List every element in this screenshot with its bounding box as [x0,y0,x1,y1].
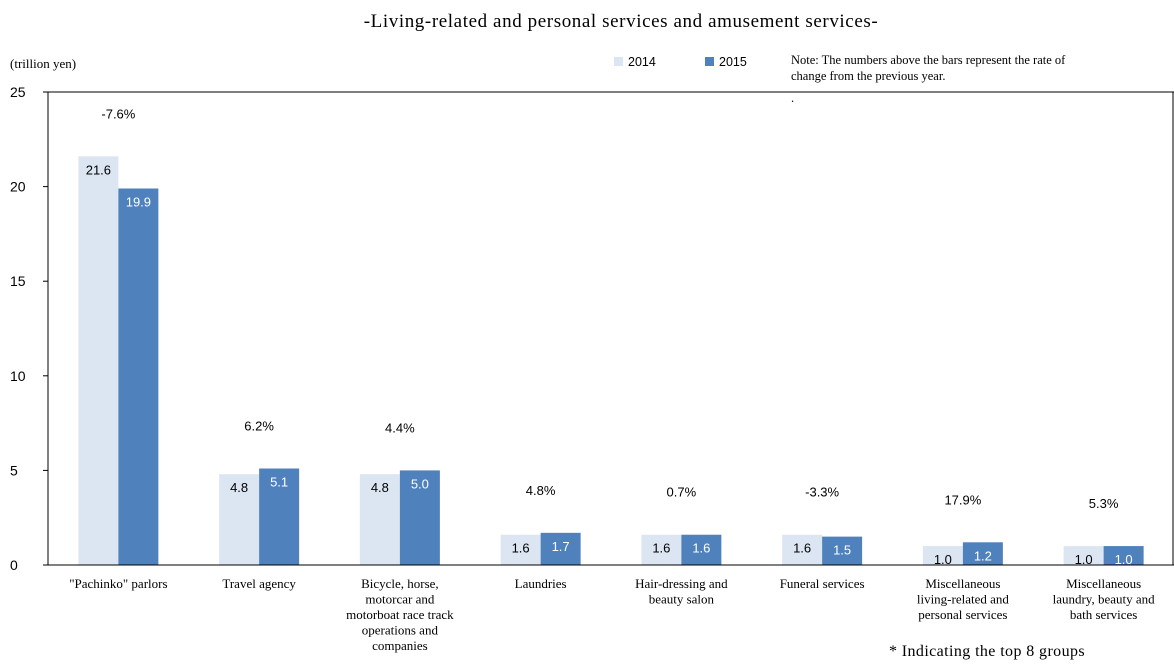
bar-2015 [681,534,722,565]
x-category-label: personal services [918,607,1007,622]
data-label-2015: 1.0 [1115,552,1133,567]
bar-2014 [641,534,682,565]
rate-of-change-label: 0.7% [667,485,697,500]
legend-swatch-2014 [614,57,623,66]
x-category-label: Bicycle, horse, [361,576,439,591]
x-category-label: living-related and [917,592,1010,607]
x-category-label: motorcar and [365,592,434,607]
rate-of-change-label: 6.2% [244,419,274,434]
x-category-label: operations and [362,623,439,638]
x-category-label: Miscellaneous [1066,576,1141,591]
data-label-2015: 1.7 [552,539,570,554]
data-label-2015: 1.2 [974,548,992,563]
data-label-2015: 1.6 [692,541,710,556]
bar-2015 [118,188,159,565]
x-category-label: Hair-dressing and [635,576,728,591]
y-tick-label: 5 [10,462,18,478]
data-label-2015: 1.5 [833,543,851,558]
data-label-2014: 1.6 [512,541,530,556]
rate-of-change-label: 17.9% [944,492,981,507]
y-tick-label: 20 [10,179,26,195]
chart-title: -Living-related and personal services an… [364,11,879,32]
data-label-2014: 4.8 [371,480,389,495]
data-label-2014: 1.0 [934,552,952,567]
y-tick-label: 0 [10,557,18,573]
y-tick-label: 10 [10,368,26,384]
x-category-label: Laundries [515,576,567,591]
bar-2014 [1063,546,1104,565]
bar-2014 [500,534,541,565]
data-label-2015: 19.9 [126,194,151,209]
data-label-2015: 5.0 [411,476,429,491]
bar-2015 [399,470,440,565]
rate-of-change-label: 4.4% [385,420,415,435]
data-label-2014: 4.8 [230,480,248,495]
rate-of-change-label: -7.6% [101,106,135,121]
footnote: * Indicating the top 8 groups [889,643,1085,660]
data-label-2014: 1.0 [1075,552,1093,567]
legend-swatch-2015 [705,57,714,66]
y-tick-label: 25 [10,84,26,100]
x-category-label: motorboat race track [346,607,454,622]
data-label-2014: 1.6 [793,541,811,556]
note-line-3: . [791,91,794,105]
bar-2014 [219,474,260,565]
x-category-label: bath services [1070,607,1138,622]
legend: 2014 2015 [614,55,747,69]
bar-2015 [1103,546,1144,565]
bar-2014 [782,534,823,565]
bar-2015 [540,532,581,565]
bar-2015 [962,542,1003,565]
legend-label-2014: 2014 [628,55,656,69]
y-tick-label: 15 [10,273,26,289]
x-category-label: Funeral services [780,576,865,591]
legend-label-2015: 2015 [719,55,747,69]
bar-2015 [259,468,300,565]
data-label-2015: 5.1 [270,475,288,490]
x-category-label: companies [372,638,428,653]
y-axis-unit-label: (trillion yen) [10,56,76,71]
x-category-label: "Pachinko" parlors [69,576,167,591]
x-category-label: beauty salon [649,592,715,607]
x-category-label: laundry, beauty and [1053,592,1156,607]
x-category-label: Miscellaneous [925,576,1000,591]
note-line-2: change from the previous year. [791,69,945,83]
note: Note: The numbers above the bars represe… [791,53,1066,105]
bar-2015 [822,536,863,565]
plot-area: 0 5 10 15 20 25 21.6 19.9 -7.6% "Pachinko" parlor… [10,84,1174,653]
note-line-1: Note: The numbers above the bars represe… [791,53,1066,67]
bar-2014 [359,474,400,565]
data-label-2014: 21.6 [86,162,111,177]
bar-2014 [922,546,963,565]
rate-of-change-label: 5.3% [1089,496,1119,511]
x-category-label: Travel agency [222,576,296,591]
bar-2014 [78,156,119,565]
data-label-2014: 1.6 [652,541,670,556]
rate-of-change-label: 4.8% [526,483,556,498]
rate-of-change-label: -3.3% [805,485,839,500]
